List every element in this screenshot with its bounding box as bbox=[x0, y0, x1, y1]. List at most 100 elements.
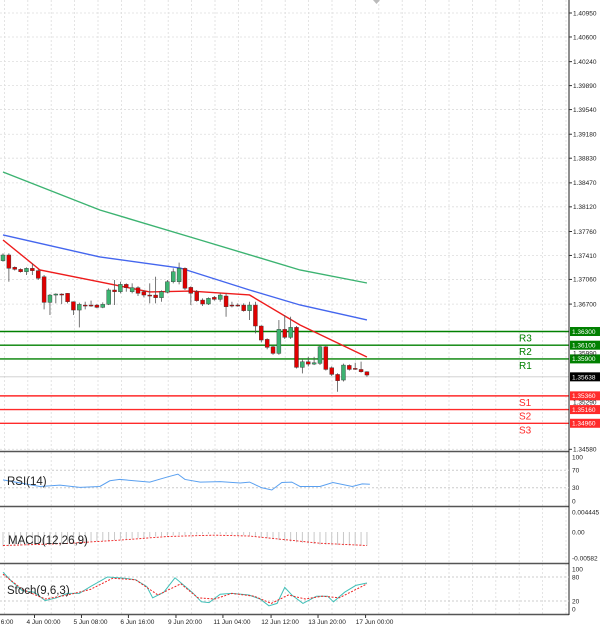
price-axis-label: 1.37410 bbox=[573, 253, 597, 260]
macd-signal-line bbox=[2, 534, 367, 546]
candle bbox=[306, 356, 311, 367]
time-axis-label: 5 Jun 08:00 bbox=[73, 619, 107, 626]
price-axis-label: 1.37060 bbox=[573, 277, 597, 284]
stoch-axis-label: 20 bbox=[572, 598, 580, 605]
stoch-label: Stoch(9,6,3) bbox=[7, 585, 70, 597]
time-axis-label: 6 Jun 16:00 bbox=[120, 619, 154, 626]
candle bbox=[118, 281, 123, 294]
candle-body-bearish bbox=[82, 304, 88, 307]
candle-body-bullish bbox=[300, 361, 305, 368]
candle-body-bearish bbox=[124, 284, 129, 288]
candle-body-bullish bbox=[47, 294, 53, 303]
candle-body-bearish bbox=[6, 254, 12, 269]
candle-body-bearish bbox=[30, 268, 35, 271]
candle bbox=[364, 371, 370, 377]
level-label: S2 bbox=[519, 412, 532, 423]
level-price-tag bbox=[570, 405, 600, 415]
candle bbox=[6, 253, 12, 282]
price-axis-label: 1.38120 bbox=[573, 204, 597, 211]
candle bbox=[358, 361, 364, 373]
candle bbox=[47, 294, 53, 316]
candle-body-bearish bbox=[364, 371, 370, 376]
candle bbox=[311, 356, 317, 366]
candle-body-bearish bbox=[200, 299, 205, 305]
level-price-tag-text: 1.35360 bbox=[572, 393, 596, 400]
candle-body-bearish bbox=[112, 289, 117, 292]
rsi-label: RSI(14) bbox=[7, 476, 47, 488]
rsi-axis-label: 0 bbox=[572, 498, 576, 505]
candle bbox=[323, 345, 329, 371]
candle bbox=[288, 316, 293, 340]
scroll-marker-icon[interactable] bbox=[373, 0, 380, 4]
candle-body-bullish bbox=[106, 289, 111, 305]
candle-body-bearish bbox=[36, 270, 41, 279]
candle bbox=[335, 373, 340, 392]
candle-body-bullish bbox=[317, 346, 323, 364]
candle bbox=[18, 268, 23, 273]
current-price-tag bbox=[570, 372, 600, 382]
candle bbox=[65, 293, 70, 304]
level-price-tag bbox=[570, 340, 600, 350]
level-price-tag-text: 1.35900 bbox=[572, 356, 596, 363]
time-axis-label: 12 Jun 12:00 bbox=[261, 619, 299, 626]
candle bbox=[171, 268, 176, 284]
price-axis-label: 1.40240 bbox=[573, 59, 597, 66]
candle bbox=[71, 301, 76, 316]
candle-body-bullish bbox=[159, 291, 164, 298]
stoch-axis-label: 0 bbox=[572, 606, 576, 613]
candle bbox=[264, 338, 270, 350]
stoch-axis-label: 80 bbox=[572, 574, 580, 581]
time-axis-label: 4 Jun 00:00 bbox=[27, 619, 61, 626]
candle-body-bullish bbox=[24, 268, 29, 272]
pivot-level-r2: R2 1.36100 bbox=[0, 340, 600, 358]
rsi-axis-label: 30 bbox=[572, 485, 580, 492]
candle-body-bullish bbox=[206, 298, 211, 305]
candle bbox=[217, 293, 223, 302]
candle-body-bearish bbox=[59, 293, 64, 296]
candle bbox=[24, 267, 29, 275]
candle-body-bearish bbox=[71, 301, 76, 311]
candle-body-bearish bbox=[194, 291, 199, 301]
level-price-tag bbox=[570, 354, 600, 364]
candle-body-bearish bbox=[264, 339, 270, 348]
candle-body-bearish bbox=[94, 304, 100, 308]
candle-body-bearish bbox=[259, 325, 264, 341]
candle-body-bullish bbox=[171, 271, 176, 282]
candle-body-bullish bbox=[311, 362, 317, 365]
candle bbox=[12, 266, 17, 271]
candle bbox=[329, 366, 334, 377]
candle bbox=[300, 358, 305, 374]
candle-body-bearish bbox=[241, 304, 246, 311]
candle bbox=[247, 301, 252, 321]
candle bbox=[294, 326, 299, 369]
level-label: R1 bbox=[519, 361, 532, 372]
candle-body-bearish bbox=[12, 267, 17, 270]
pivot-levels: R3 1.36300 R2 1.36100 R1 1.35900 S1 1.35360 S2 1.… bbox=[0, 326, 600, 436]
level-price-tag-text: 1.36100 bbox=[572, 342, 596, 349]
candle bbox=[41, 274, 47, 310]
candle-body-bearish bbox=[347, 365, 352, 370]
candle bbox=[188, 286, 194, 306]
price-axis-label: 1.38470 bbox=[573, 180, 597, 187]
candle-body-bearish bbox=[353, 368, 358, 370]
price-axis-label: 1.36700 bbox=[573, 301, 597, 308]
grid bbox=[0, 0, 569, 615]
candle-body-bullish bbox=[341, 364, 346, 381]
candle-body-bearish bbox=[229, 304, 235, 307]
candle bbox=[223, 293, 229, 317]
axes: 1.40950 1.40600 1.40240 1.39890 1.39540 1.391… bbox=[1, 10, 600, 626]
candle-body-bullish bbox=[176, 268, 182, 282]
candle bbox=[341, 363, 346, 382]
candle bbox=[253, 301, 258, 334]
time-axis-label: 13 Jun 20:00 bbox=[308, 619, 346, 626]
candle-body-bearish bbox=[135, 287, 141, 294]
macd-label: MACD(12,26,9) bbox=[8, 535, 88, 547]
candle bbox=[82, 301, 88, 310]
candle-body-bearish bbox=[282, 329, 287, 338]
level-label: S1 bbox=[519, 398, 532, 409]
candle-body-bearish bbox=[329, 367, 334, 375]
level-price-tag bbox=[570, 326, 600, 336]
candle-body-bearish bbox=[153, 294, 158, 298]
time-axis-label: 9 Jun 20:00 bbox=[168, 619, 202, 626]
